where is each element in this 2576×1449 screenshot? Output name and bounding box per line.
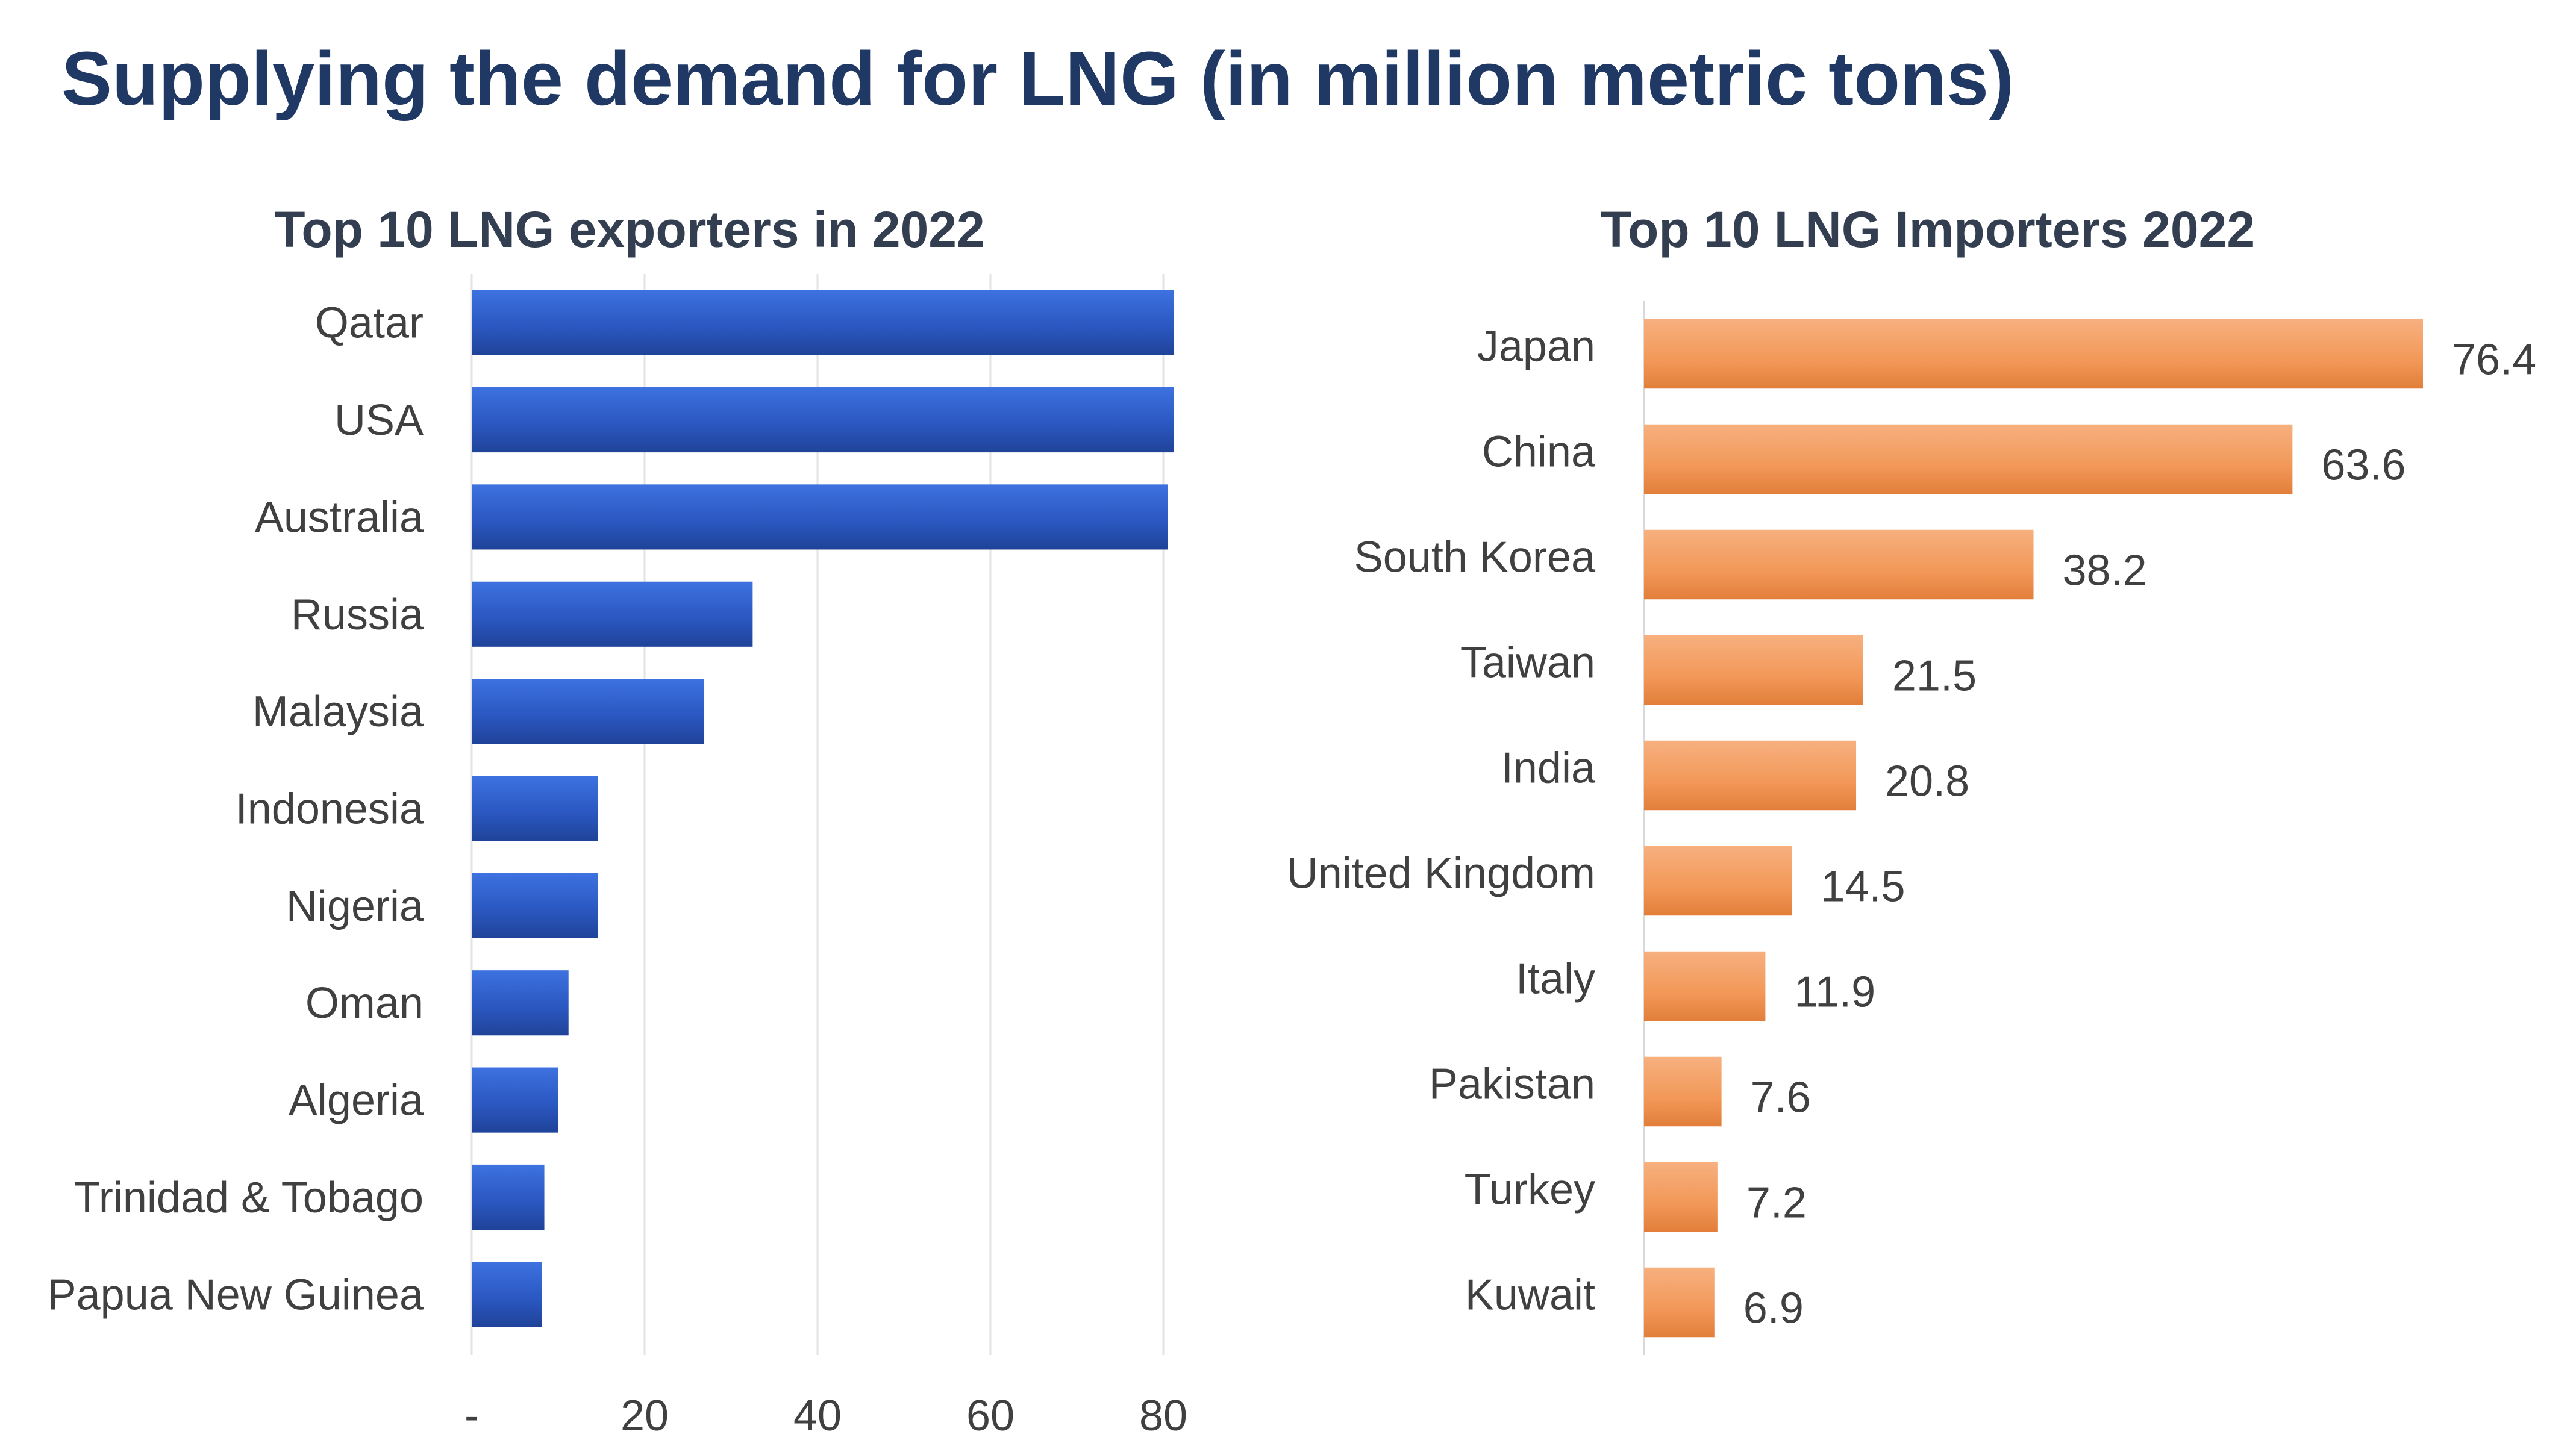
exporters-category-label: USA	[334, 396, 424, 444]
importers-category-label: Pakistan	[1429, 1061, 1595, 1109]
exporters-x-tick-label: 80	[1139, 1392, 1187, 1440]
importers-bar-turkey	[1644, 1162, 1718, 1232]
importers-category-label: Japan	[1477, 323, 1595, 371]
exporters-category-label: Algeria	[289, 1077, 424, 1125]
exporters-bar-russia	[472, 581, 753, 647]
exporters-category-label: Qatar	[315, 299, 424, 347]
importers-data-label: 38.2	[2063, 547, 2147, 595]
importers-bar-pakistan	[1644, 1056, 1722, 1127]
importers-category-label: China	[1482, 428, 1596, 476]
exporters-category-label: Malaysia	[252, 688, 424, 736]
exporters-bar-australia	[472, 484, 1168, 550]
exporters-x-tick-label: -	[464, 1392, 479, 1440]
importers-category-label: South Korea	[1354, 534, 1596, 582]
importers-data-label: 6.9	[1743, 1285, 1804, 1333]
exporters-category-label: Nigeria	[286, 882, 424, 930]
importers-data-label: 76.4	[2452, 336, 2536, 384]
importers-data-label: 14.5	[1821, 863, 1905, 911]
importers-bar-kuwait	[1644, 1267, 1715, 1338]
importers-bar-taiwan	[1644, 635, 1863, 705]
page-title: Supplying the demand for LNG (in million…	[61, 36, 2015, 121]
importers-category-label: Turkey	[1465, 1166, 1595, 1214]
importers-data-label: 7.2	[1746, 1179, 1807, 1227]
exporters-category-label: Trinidad & Tobago	[74, 1174, 424, 1222]
exporters-bar-usa	[472, 387, 1174, 453]
importers-bar-japan	[1644, 319, 2423, 389]
exporters-x-tick-label: 60	[966, 1392, 1014, 1440]
exporters-category-label: Papua New Guinea	[48, 1271, 424, 1319]
exporters-chart: Top 10 LNG exporters in 2022 Qatar USA Aus…	[48, 201, 1187, 1440]
importers-chart: Top 10 LNG Importers 2022 Japan China Sout…	[1287, 201, 2536, 1355]
exporters-category-label: Russia	[291, 591, 424, 639]
importers-category-label: Italy	[1516, 955, 1595, 1003]
exporters-bar-qatar	[472, 290, 1174, 355]
exporters-bar-algeria	[472, 1067, 558, 1133]
exporters-bar-trinidad-and-tobago	[472, 1164, 545, 1230]
importers-bar-united-kingdom	[1644, 846, 1792, 916]
exporters-bar-nigeria	[472, 873, 598, 938]
importers-chart-title: Top 10 LNG Importers 2022	[1601, 201, 2255, 258]
importers-category-labels: Japan China South Korea Taiwan India United K…	[1287, 323, 1596, 1320]
importers-data-label: 20.8	[1885, 758, 1969, 806]
importers-bar-india	[1644, 740, 1857, 811]
importers-data-label: 21.5	[1892, 652, 1977, 700]
importers-bar-south-korea	[1644, 529, 2034, 600]
exporters-bar-papua-new-guinea	[472, 1262, 542, 1327]
exporters-category-label: Indonesia	[236, 785, 424, 834]
importers-data-labels: 76.4 63.6 38.2 21.5 20.8 14.5 11.9 7.6 7.2 6.9	[1743, 336, 2536, 1333]
exporters-bar-oman	[472, 970, 569, 1036]
importers-category-label: Kuwait	[1465, 1271, 1595, 1320]
importers-category-label: India	[1501, 744, 1596, 793]
exporters-category-label: Oman	[305, 979, 424, 1027]
importers-data-label: 7.6	[1751, 1074, 1811, 1122]
importers-category-label: Taiwan	[1460, 639, 1595, 687]
exporters-chart-title: Top 10 LNG exporters in 2022	[274, 201, 985, 258]
exporters-bars	[472, 290, 1174, 1327]
importers-bars	[1644, 319, 2423, 1338]
exporters-x-tick-label: 20	[621, 1392, 669, 1440]
importers-bar-italy	[1644, 951, 1766, 1021]
exporters-x-tick-label: 40	[793, 1392, 842, 1440]
importers-category-label: United Kingdom	[1287, 850, 1595, 898]
exporters-category-label: Australia	[255, 493, 424, 541]
exporters-bar-malaysia	[472, 679, 705, 744]
importers-data-label: 63.6	[2321, 441, 2406, 490]
exporters-category-labels: Qatar USA Australia Russia Malaysia Indonesia…	[48, 299, 424, 1320]
exporters-x-axis: - 20 40 60 80	[464, 1392, 1187, 1440]
importers-data-label: 11.9	[1794, 968, 1875, 1017]
exporters-bar-indonesia	[472, 776, 598, 841]
importers-bar-china	[1644, 424, 2293, 494]
